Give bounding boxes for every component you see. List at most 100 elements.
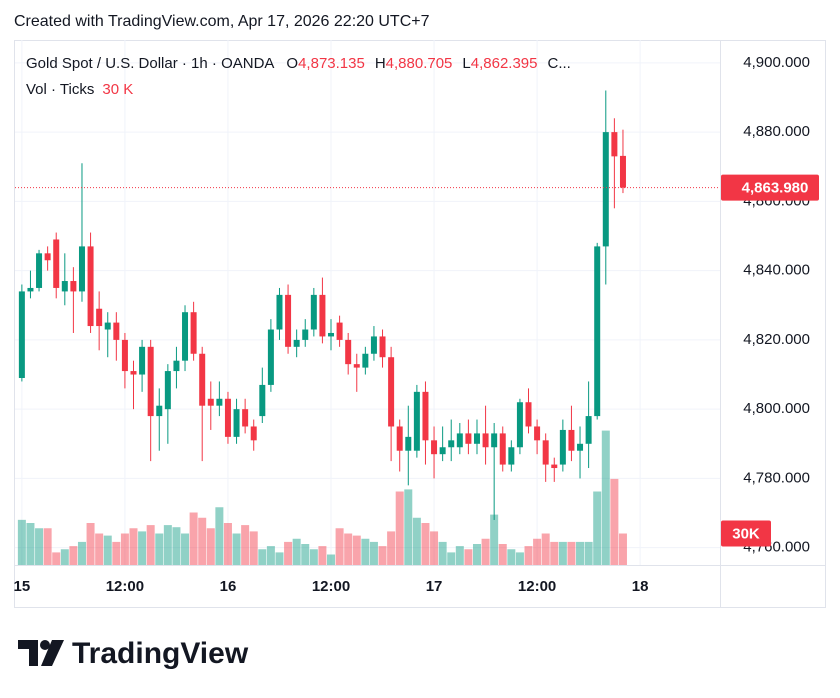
volume-bar bbox=[275, 552, 284, 565]
candle-body bbox=[508, 447, 515, 465]
candle-body bbox=[353, 364, 360, 368]
candle-body bbox=[482, 433, 489, 448]
volume-bar bbox=[533, 538, 542, 565]
volume-bar bbox=[86, 523, 95, 565]
volume-bar bbox=[241, 525, 250, 565]
volume-bar bbox=[361, 538, 370, 565]
candle-body bbox=[96, 308, 103, 327]
brand: TradingView bbox=[72, 637, 249, 670]
volume-bar bbox=[215, 507, 224, 565]
candle-body bbox=[216, 398, 223, 406]
candle-body bbox=[36, 253, 43, 288]
candle-body bbox=[53, 239, 60, 288]
volume-bar bbox=[266, 546, 275, 565]
x-tick-label: 18 bbox=[632, 578, 649, 595]
candle-body bbox=[585, 416, 592, 444]
volume-value: 30 K bbox=[102, 81, 133, 98]
volume-bar bbox=[369, 541, 378, 565]
candle-body bbox=[594, 246, 601, 417]
volume-bar bbox=[249, 531, 258, 565]
volume-bar bbox=[438, 541, 447, 565]
x-tick-label: 17 bbox=[426, 578, 443, 595]
candle-body bbox=[310, 294, 317, 330]
candle-body bbox=[465, 433, 472, 444]
volume-bar bbox=[120, 533, 129, 565]
legend-title: Gold Spot / U.S. Dollar · 1h · OANDA O4,8… bbox=[26, 55, 571, 72]
volume-bar bbox=[292, 538, 301, 565]
ohlc-value: 4,862.395 bbox=[471, 55, 538, 72]
volume-bar bbox=[155, 533, 164, 565]
logo: TradingView bbox=[18, 637, 249, 670]
candle-body bbox=[233, 409, 240, 437]
candle-body bbox=[104, 322, 111, 330]
logo-mark-slash bbox=[41, 640, 64, 666]
x-tick-label: 12:00 bbox=[518, 578, 556, 595]
last-price-tag bbox=[721, 174, 819, 201]
volume-bar bbox=[327, 554, 336, 565]
volume-bar bbox=[481, 538, 490, 565]
ohlc-key: L bbox=[462, 55, 470, 72]
candle-body bbox=[121, 339, 128, 372]
candle-body bbox=[147, 346, 154, 417]
volume-bar bbox=[112, 541, 121, 565]
volume-bar bbox=[352, 535, 361, 565]
y-tick-label: 4,820.000 bbox=[743, 331, 810, 348]
volume-bar bbox=[515, 552, 524, 565]
candle-body bbox=[448, 440, 455, 448]
candle-body bbox=[370, 336, 377, 354]
volume-bar bbox=[318, 546, 327, 565]
candle-body bbox=[619, 155, 626, 188]
candle-body bbox=[44, 253, 51, 261]
candle-body bbox=[250, 426, 257, 441]
volume-bar bbox=[524, 546, 533, 565]
volume-bar bbox=[455, 546, 464, 565]
volume-bar bbox=[610, 478, 619, 565]
candle-body bbox=[61, 281, 68, 292]
candle-body bbox=[328, 332, 335, 337]
volume-bar bbox=[26, 523, 35, 565]
volume-bar bbox=[43, 528, 52, 565]
volume-bar bbox=[301, 544, 310, 565]
volume-bar bbox=[189, 512, 198, 565]
ohlc-key: C bbox=[547, 55, 558, 72]
volume-bar bbox=[430, 531, 439, 565]
volume-bar bbox=[378, 546, 387, 565]
volume-bar bbox=[258, 549, 267, 565]
volume-bar bbox=[507, 549, 516, 565]
candle-body bbox=[577, 443, 584, 451]
x-tick-label: 12:00 bbox=[106, 578, 144, 595]
candle-body bbox=[405, 436, 412, 451]
y-tick-label: 4,780.000 bbox=[743, 469, 810, 486]
logo-mark bbox=[18, 640, 38, 666]
volume-bar bbox=[550, 541, 559, 565]
logo-dot bbox=[40, 640, 50, 650]
overlay-layer: 4,760.0004,780.0004,800.0004,820.0004,84… bbox=[14, 54, 819, 595]
ohlc-value: 4,873.135 bbox=[298, 55, 365, 72]
volume-bar bbox=[498, 544, 507, 565]
volume-bar bbox=[464, 549, 473, 565]
volume-bar bbox=[198, 517, 207, 565]
volume-bar bbox=[472, 544, 481, 565]
volume-legend: Vol · Ticks 30 K bbox=[26, 81, 133, 98]
candle-body bbox=[267, 329, 274, 385]
last-price-label: 4,863.980 bbox=[742, 180, 809, 197]
volume-bar bbox=[618, 533, 627, 565]
candle-body bbox=[559, 429, 566, 465]
candle-body bbox=[18, 291, 25, 378]
candle-body bbox=[362, 353, 369, 368]
volume-bar bbox=[146, 525, 155, 565]
candle-body bbox=[388, 357, 395, 427]
candle-body bbox=[293, 339, 300, 347]
volume-tag-label: 30K bbox=[732, 525, 760, 542]
volume-bar bbox=[584, 541, 593, 565]
volume-bar bbox=[95, 533, 104, 565]
candle-body bbox=[319, 294, 326, 337]
candle-body bbox=[422, 391, 429, 441]
ohlc-key: O bbox=[286, 55, 298, 72]
candle-body bbox=[27, 287, 34, 292]
ohlc-key: H bbox=[375, 55, 386, 72]
volume-bar bbox=[395, 491, 404, 565]
volume-bar bbox=[558, 541, 567, 565]
x-tick-label: 15 bbox=[14, 578, 31, 595]
volume-bar bbox=[103, 535, 112, 565]
